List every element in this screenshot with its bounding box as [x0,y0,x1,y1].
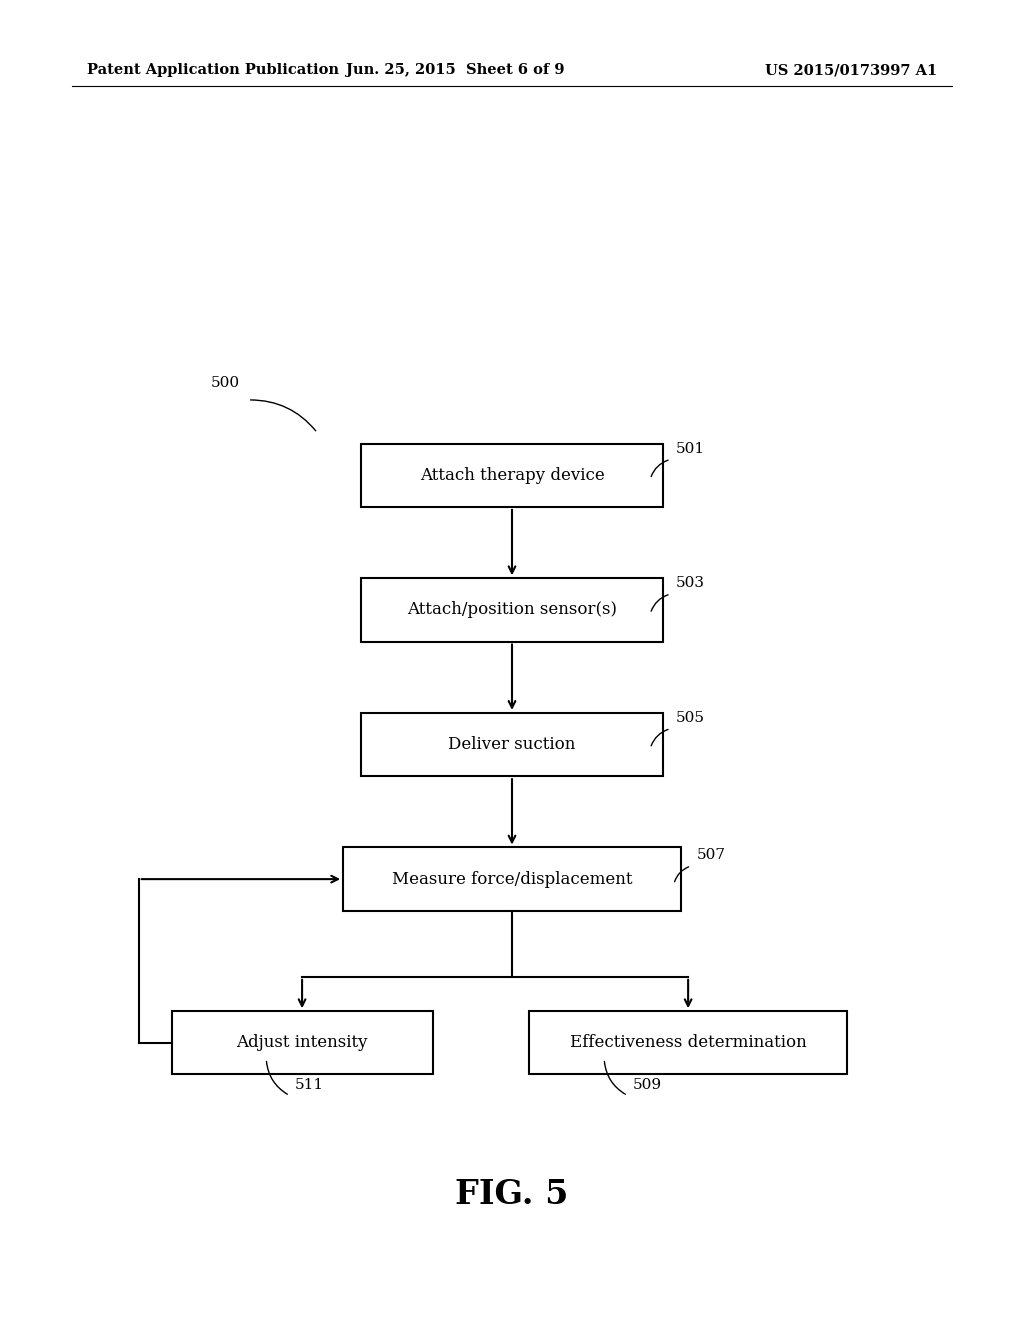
Text: 500: 500 [211,376,240,389]
Bar [361,713,664,776]
Text: Effectiveness determination: Effectiveness determination [569,1035,807,1051]
Bar [343,847,681,911]
Bar [171,1011,432,1074]
Text: 511: 511 [295,1078,324,1092]
Text: Deliver suction: Deliver suction [449,737,575,752]
Bar [361,444,664,507]
Text: US 2015/0173997 A1: US 2015/0173997 A1 [765,63,937,78]
Text: 507: 507 [696,849,725,862]
Bar [529,1011,847,1074]
Text: 503: 503 [676,577,705,590]
Text: Jun. 25, 2015  Sheet 6 of 9: Jun. 25, 2015 Sheet 6 of 9 [346,63,565,78]
Text: 509: 509 [633,1078,662,1092]
Text: Attach/position sensor(s): Attach/position sensor(s) [407,602,617,618]
Bar [361,578,664,642]
Text: Attach therapy device: Attach therapy device [420,467,604,483]
Text: Measure force/displacement: Measure force/displacement [392,871,632,887]
Text: FIG. 5: FIG. 5 [456,1177,568,1212]
Text: 501: 501 [676,442,705,455]
Text: Patent Application Publication: Patent Application Publication [87,63,339,78]
Text: 505: 505 [676,711,705,725]
Text: Adjust intensity: Adjust intensity [237,1035,368,1051]
